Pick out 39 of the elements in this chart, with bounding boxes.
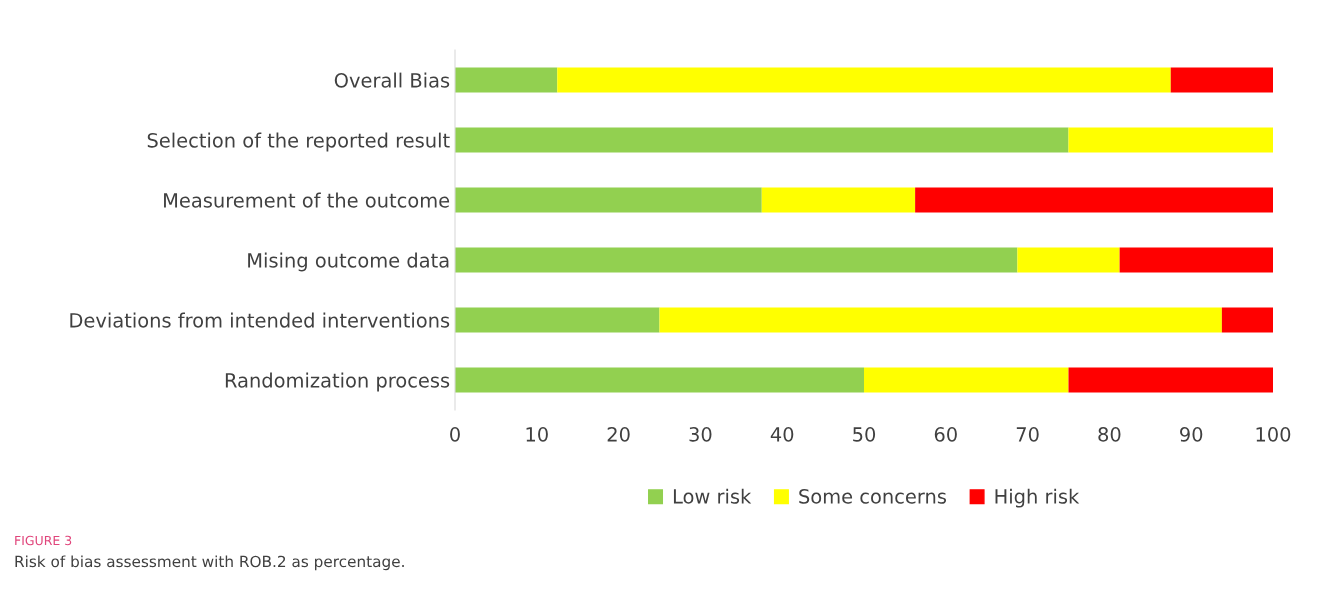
bar [1119,247,1273,273]
bar [915,187,1273,213]
y-tick-label: Overall Bias [334,72,450,88]
bar [1221,307,1273,333]
x-tick-label: 70 [1016,427,1039,442]
bar [557,67,1171,93]
x-tick-label: 100 [1256,427,1291,442]
legend-label: Some concerns [799,489,947,504]
x-tick-label: 50 [853,427,876,442]
bar [1068,367,1273,393]
bar [455,67,558,93]
bar [455,247,1018,273]
y-tick-label: Measurement of the outcome [164,192,450,208]
x-tick-label: 10 [526,427,548,442]
bar [455,187,762,213]
x-tick-label: 80 [1098,427,1121,442]
legend-label: Low risk [673,488,752,504]
bar [455,367,864,393]
x-tick-label: 60 [934,427,957,442]
bar [1017,247,1120,273]
x-tick-label: 30 [689,427,712,442]
bar [455,127,1069,153]
caption: FIGURE 3 [15,535,72,546]
y-tick-label: Mising outcome data [248,252,449,272]
bar [659,307,1222,333]
y-tick-label: Deviations from intended interventions [70,312,450,328]
y-tick-label: Selection of the reported result [147,132,450,152]
bar [455,307,660,333]
legend-label: High risk [995,488,1080,508]
x-tick-label: 20 [607,427,630,442]
bar [761,187,916,213]
x-tick-label: 40 [770,427,794,442]
bar [864,367,1069,393]
x-tick-label: 90 [1180,427,1203,442]
x-tick-label: 0 [450,427,460,442]
bar [1170,67,1273,93]
y-tick-label: Randomization process [225,372,450,392]
bar [1068,127,1273,153]
text: Risk of bias assessment with ROB.2 as percentage. [15,555,404,571]
